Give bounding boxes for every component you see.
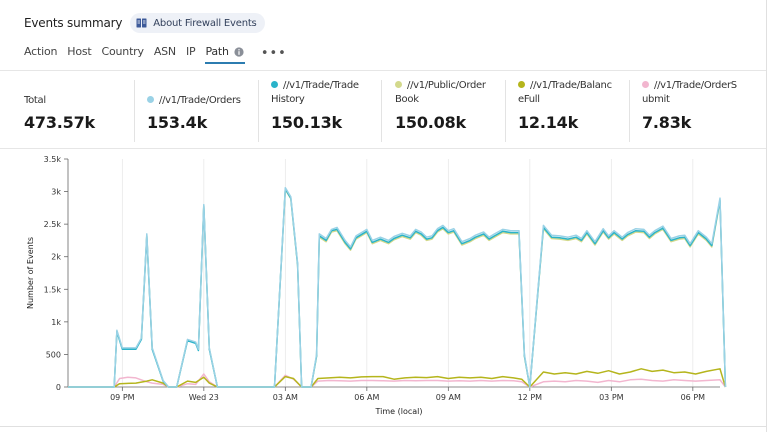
tab-country[interactable]: Country xyxy=(101,45,145,58)
y-tick-label: 500 xyxy=(46,350,61,359)
tab-divider xyxy=(0,70,766,71)
legend-dot xyxy=(147,96,154,103)
stat-value: 12.14k xyxy=(518,113,579,132)
x-tick-label: 12 PM xyxy=(518,393,543,402)
stat-label: //v1/Trade/Balanc eFull xyxy=(518,80,612,105)
x-tick-label: 09 AM xyxy=(436,393,461,402)
stat-public-orderbook[interactable]: //v1/Public/Order Book 150.08k xyxy=(395,76,500,142)
y-tick-label: 1.5k xyxy=(44,285,62,294)
x-axis-title: Time (local) xyxy=(374,407,422,416)
stat-divider xyxy=(381,80,382,142)
tab-action[interactable]: Action xyxy=(24,45,58,58)
stats-row: Total 473.57k //v1/Trade/Orders 153.4k /… xyxy=(0,76,766,142)
x-tick-label: 06 AM xyxy=(354,393,379,402)
stat-label: Total xyxy=(24,95,46,106)
stat-value: 153.4k xyxy=(147,113,208,132)
stat-value: 7.83k xyxy=(642,113,692,132)
x-tick-label: Wed 23 xyxy=(189,393,219,402)
stat-total: Total 473.57k xyxy=(24,76,124,142)
x-tick-label: 09 PM xyxy=(110,393,135,402)
info-icon[interactable] xyxy=(234,47,244,57)
stat-divider xyxy=(505,80,506,142)
book-icon xyxy=(136,18,147,28)
series-line-1[interactable] xyxy=(68,188,727,388)
stat-balance-full[interactable]: //v1/Trade/Balanc eFull 12.14k xyxy=(518,76,623,142)
x-tick-label: 03 PM xyxy=(599,393,624,402)
chart-divider xyxy=(0,148,766,149)
legend-dot xyxy=(395,81,402,88)
y-tick-label: 2.5k xyxy=(44,220,62,229)
chart-grid xyxy=(121,159,694,387)
about-firewall-events-label: About Firewall Events xyxy=(153,17,257,29)
header: Events summary About Firewall Events xyxy=(24,12,265,34)
stat-value: 150.08k xyxy=(395,113,466,132)
legend-dot xyxy=(518,81,525,88)
series-line-2[interactable] xyxy=(68,188,727,388)
series-line-3[interactable] xyxy=(68,368,727,388)
tab-path-label: Path xyxy=(205,45,229,58)
panel-right-border xyxy=(766,0,767,432)
chart-series xyxy=(68,186,727,388)
tab-host[interactable]: Host xyxy=(67,45,92,58)
legend-dot xyxy=(642,81,649,88)
tab-ip[interactable]: IP xyxy=(185,45,196,58)
y-axis: 0 500 1k 1.5k 2k 2.5k 3k 3.5k xyxy=(44,155,69,392)
stat-divider xyxy=(134,80,135,142)
stat-divider xyxy=(629,80,630,142)
x-tick-label: 06 PM xyxy=(681,393,706,402)
y-axis-title: Number of Events xyxy=(26,237,35,309)
stat-trade-orders[interactable]: //v1/Trade/Orders 153.4k xyxy=(147,76,257,142)
panel-bottom-border xyxy=(0,426,766,427)
y-tick-label: 3.5k xyxy=(44,155,62,164)
stat-value: 473.57k xyxy=(24,113,95,132)
stat-label: //v1/Trade/Trade History xyxy=(271,80,359,105)
tab-bar: Action Host Country ASN IP Path ••• xyxy=(24,44,287,64)
stat-divider xyxy=(258,80,259,142)
y-tick-label: 2k xyxy=(51,253,61,262)
y-tick-label: 0 xyxy=(56,383,61,392)
stat-trade-history[interactable]: //v1/Trade/Trade History 150.13k xyxy=(271,76,376,142)
tab-path[interactable]: Path xyxy=(205,44,245,64)
stat-label: //v1/Public/Order Book xyxy=(395,80,486,105)
stat-value: 150.13k xyxy=(271,113,342,132)
x-axis: 09 PM Wed 23 03 AM 06 AM 09 AM 12 PM 03 PM 06 P… xyxy=(68,386,720,402)
x-tick-label: 03 AM xyxy=(273,393,298,402)
stat-label: //v1/Trade/Orders xyxy=(147,94,241,108)
series-line-0[interactable] xyxy=(68,186,727,388)
more-options-icon[interactable]: ••• xyxy=(260,46,287,61)
stat-label: //v1/Trade/OrderS ubmit xyxy=(642,80,737,105)
about-firewall-events-button[interactable]: About Firewall Events xyxy=(130,13,265,33)
stat-order-submit[interactable]: //v1/Trade/OrderS ubmit 7.83k xyxy=(642,76,752,142)
y-tick-label: 3k xyxy=(51,188,61,197)
y-tick-label: 1k xyxy=(51,318,61,327)
legend-dot xyxy=(271,81,278,88)
page-title: Events summary xyxy=(24,16,123,30)
tab-asn[interactable]: ASN xyxy=(153,45,176,58)
